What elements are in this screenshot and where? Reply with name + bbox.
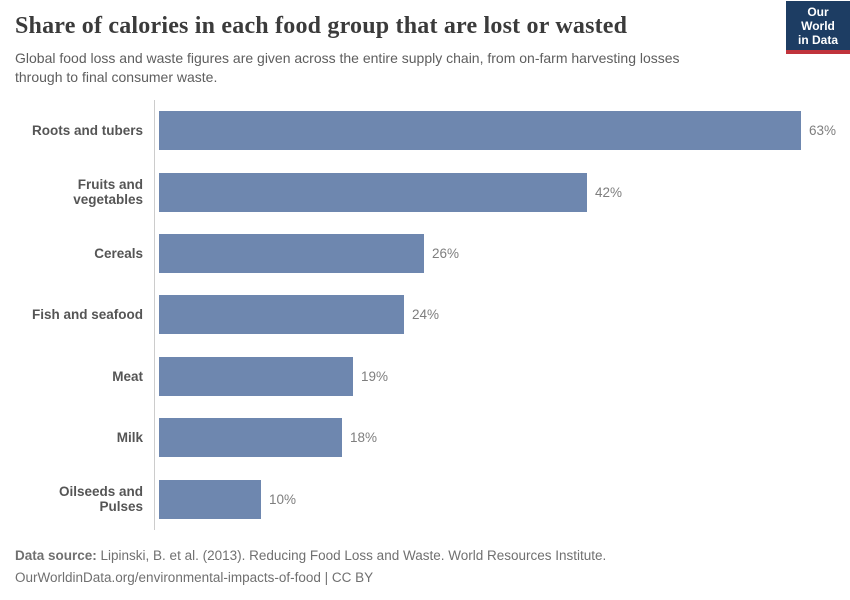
bar[interactable] <box>159 111 801 151</box>
bar-track: 19% <box>154 346 850 407</box>
category-label: Fish and seafood <box>31 307 143 323</box>
chart-subtitle: Global food loss and waste figures are g… <box>15 50 680 85</box>
page-title: Share of calories in each food group tha… <box>15 13 628 39</box>
bar[interactable] <box>159 418 342 458</box>
bar-row: Cereals 26% <box>15 223 850 284</box>
chart-header: Share of calories in each food group tha… <box>15 13 835 87</box>
bar-row: Roots and tubers 63% <box>15 100 850 161</box>
category-label: Roots and tubers <box>31 123 143 139</box>
value-label: 19% <box>361 368 389 384</box>
license-line: OurWorldinData.org/environmental-impacts… <box>15 570 374 585</box>
bar[interactable] <box>159 172 587 212</box>
category-label: Oilseeds and Pulses <box>58 484 143 515</box>
value-label: 42% <box>595 184 623 200</box>
bar-track: 26% <box>154 223 850 284</box>
bar-rows: Roots and tubers 63% Fruits and vegetabl… <box>15 100 850 530</box>
category-label: Fruits and vegetables <box>73 177 143 208</box>
bar-track: 42% <box>154 161 850 222</box>
bar-row: Oilseeds and Pulses 10% <box>15 468 850 529</box>
bar-track: 10% <box>154 468 850 529</box>
bar-row: Fish and seafood 24% <box>15 284 850 345</box>
owid-logo-line1: Our World <box>801 5 835 33</box>
value-label: 18% <box>350 430 378 446</box>
bar-chart: Roots and tubers 63% Fruits and vegetabl… <box>15 100 850 530</box>
bar-track: 18% <box>154 407 850 468</box>
bar-row: Milk 18% <box>15 407 850 468</box>
data-source-text: Lipinski, B. et al. (2013). Reducing Foo… <box>96 548 607 563</box>
bar-track: 24% <box>154 284 850 345</box>
owid-logo: Our World in Data <box>786 1 850 54</box>
data-source-label: Data source: <box>15 548 97 563</box>
bar-row: Fruits and vegetables 42% <box>15 161 850 222</box>
value-label: 26% <box>432 245 460 261</box>
chart-footer: Data source: Lipinski, B. et al. (2013).… <box>15 545 606 589</box>
bar-row: Meat 19% <box>15 346 850 407</box>
bar[interactable] <box>159 295 404 335</box>
category-label: Cereals <box>94 245 143 261</box>
data-source-line: Data source: Lipinski, B. et al. (2013).… <box>15 545 606 567</box>
bar[interactable] <box>159 356 353 396</box>
value-label: 63% <box>809 123 837 139</box>
category-label: Meat <box>112 368 143 384</box>
bar-track: 63% <box>154 100 850 161</box>
owid-logo-line2: in Data <box>797 33 838 47</box>
bar[interactable] <box>159 233 424 273</box>
y-axis-line <box>154 100 155 530</box>
value-label: 10% <box>269 491 297 507</box>
bar[interactable] <box>159 479 261 519</box>
value-label: 24% <box>412 307 440 323</box>
category-label: Milk <box>116 430 143 446</box>
